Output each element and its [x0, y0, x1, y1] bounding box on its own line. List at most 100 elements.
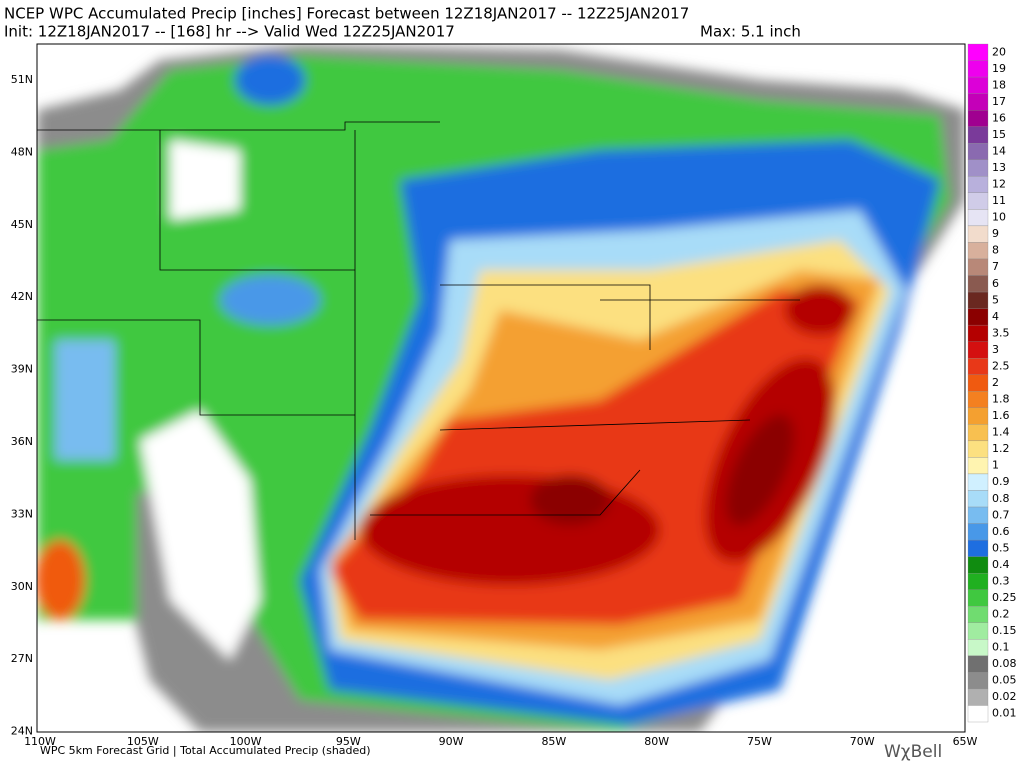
legend-label: 12 [992, 178, 1006, 191]
legend-swatch [967, 606, 989, 623]
longitude-label: 110W [24, 735, 56, 748]
legend-swatch [967, 655, 989, 673]
legend-swatch [967, 424, 989, 442]
legend-label: 13 [992, 161, 1006, 174]
legend-label: 19 [992, 62, 1006, 75]
latitude-label: 24N [11, 725, 33, 738]
legend-swatch [967, 109, 989, 127]
legend-swatch [967, 506, 989, 524]
title: NCEP WPC Accumulated Precip [inches] For… [4, 5, 689, 23]
legend-label: 0.5 [992, 541, 1010, 554]
legend-swatch [967, 407, 989, 425]
legend-swatch [967, 705, 989, 723]
legend-swatch [967, 374, 989, 392]
legend-label: 0.01 [992, 707, 1017, 720]
legend-label: 1.4 [992, 426, 1010, 439]
longitude-label: 65W [953, 735, 978, 748]
longitude-label: 85W [541, 735, 566, 748]
longitude-labels: 110W 105W 100W 95W 90W 85W 80W 75W 70W 65W [24, 735, 977, 748]
legend-label: 0.1 [992, 641, 1010, 654]
logo: WχBell [884, 742, 942, 762]
legend-label: 0.02 [992, 690, 1017, 703]
legend-swatch [967, 391, 989, 408]
longitude-label: 100W [230, 735, 262, 748]
legend-swatch [967, 324, 989, 342]
latitude-labels: 51N 48N 45N 42N 39N 36N 33N 30N 27N 24N [11, 73, 33, 738]
legend-swatch [967, 539, 989, 557]
legend-swatch [967, 589, 989, 607]
legend-label: 1.6 [992, 409, 1010, 422]
legend-swatch [967, 672, 989, 690]
latitude-label: 33N [11, 507, 33, 520]
legend-label: 20 [992, 45, 1006, 58]
latitude-label: 48N [11, 145, 33, 158]
legend-label: 0.08 [992, 657, 1017, 670]
latitude-label: 42N [11, 290, 33, 303]
color-legend: 20 19 18 17 16 15 14 13 12 11 10 9 8 7 6 5 4 3.5 3 2.5 2 1.8 1… [967, 43, 1017, 723]
legend-swatch [967, 126, 989, 144]
legend-label: 1.8 [992, 393, 1010, 406]
legend-swatch [967, 473, 989, 491]
legend-label: 10 [992, 211, 1006, 224]
subtitle: Init: 12Z18JAN2017 -- [168] hr --> Valid… [4, 23, 455, 41]
longitude-label: 105W [127, 735, 159, 748]
legend-swatch [967, 159, 989, 177]
legend-swatch [967, 308, 989, 326]
legend-label: 7 [992, 260, 999, 273]
legend-swatch [967, 60, 989, 78]
legend-swatch [967, 43, 989, 61]
legend-label: 5 [992, 293, 999, 306]
longitude-label: 70W [850, 735, 875, 748]
legend-label: 0.15 [992, 624, 1017, 637]
legend-swatch [967, 573, 989, 590]
latitude-label: 45N [11, 218, 33, 231]
legend-label: 0.2 [992, 608, 1010, 621]
legend-label: 16 [992, 111, 1006, 124]
legend-swatch [967, 358, 989, 375]
legend-swatch [967, 275, 989, 293]
longitude-label: 80W [644, 735, 669, 748]
legend-swatch [967, 242, 989, 260]
legend-label: 4 [992, 310, 999, 323]
legend-label: 0.05 [992, 674, 1017, 687]
legend-label: 0.3 [992, 574, 1010, 587]
legend-label: 1.2 [992, 442, 1010, 455]
longitude-label: 95W [336, 735, 361, 748]
latitude-label: 39N [11, 363, 33, 376]
legend-swatch [967, 225, 989, 243]
legend-label: 18 [992, 78, 1006, 91]
longitude-label: 90W [439, 735, 464, 748]
legend-swatch [967, 490, 989, 508]
legend-label: 3.5 [992, 326, 1010, 339]
legend-label: 0.6 [992, 525, 1010, 538]
map-frame [36, 43, 966, 733]
latitude-label: 27N [11, 652, 33, 665]
latitude-label: 36N [11, 435, 33, 448]
legend-swatch [967, 639, 989, 657]
legend-label: 17 [992, 95, 1006, 108]
legend-label: 3 [992, 343, 999, 356]
legend-label: 9 [992, 227, 999, 240]
legend-swatch [967, 76, 989, 94]
map [37, 44, 965, 732]
max-value: Max: 5.1 inch [700, 23, 801, 41]
legend-label: 6 [992, 277, 999, 290]
legend-label: 0.4 [992, 558, 1010, 571]
latitude-label: 51N [11, 73, 33, 86]
legend-swatch [967, 440, 989, 458]
footer-caption: WPC 5km Forecast Grid | Total Accumulate… [40, 744, 371, 757]
legend-label: 0.7 [992, 508, 1010, 521]
legend-swatch [967, 556, 989, 574]
legend-swatch [967, 192, 989, 210]
legend-label: 11 [992, 194, 1006, 207]
legend-label: 0.8 [992, 492, 1010, 505]
legend-swatch [967, 258, 989, 276]
longitude-label: 75W [747, 735, 772, 748]
legend-swatch [967, 291, 989, 309]
legend-swatch [967, 523, 989, 541]
legend-swatch [967, 341, 989, 359]
legend-swatch [967, 176, 989, 193]
legend-label: 2.5 [992, 359, 1010, 372]
latitude-label: 30N [11, 580, 33, 593]
